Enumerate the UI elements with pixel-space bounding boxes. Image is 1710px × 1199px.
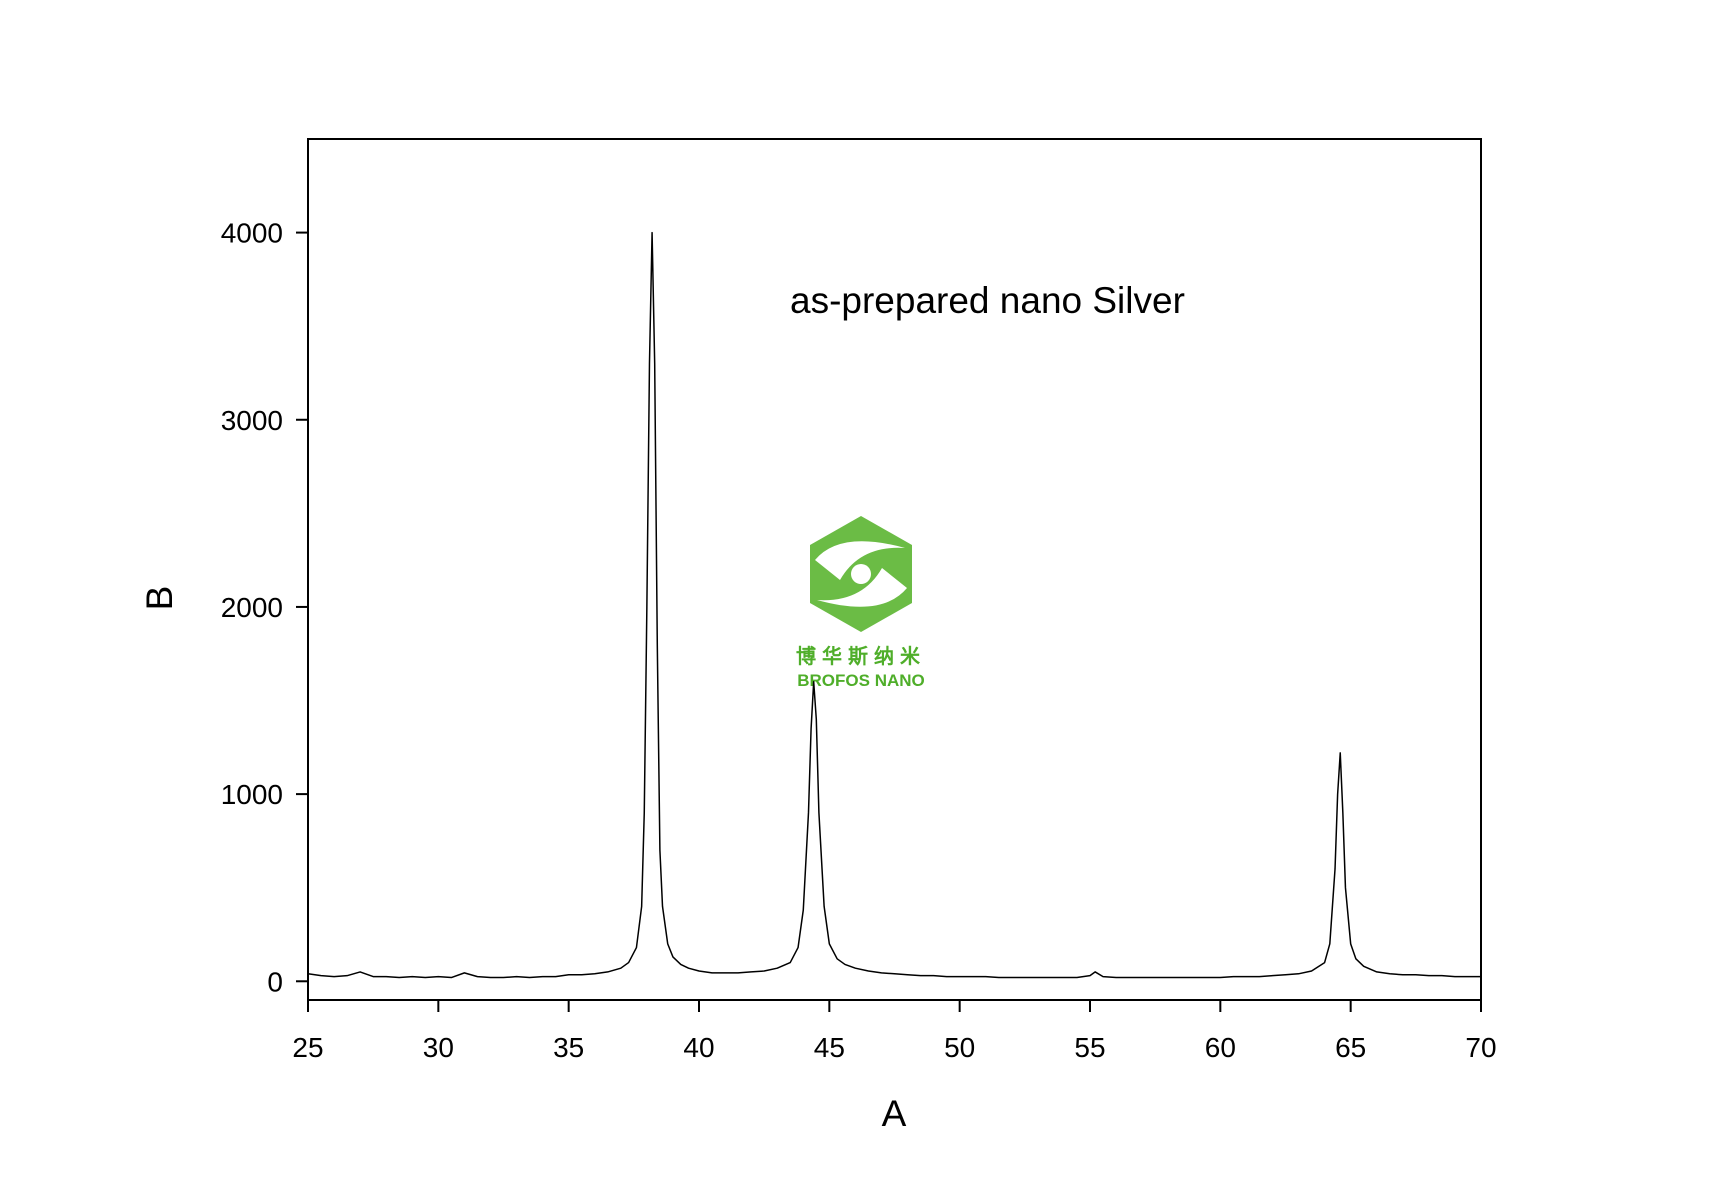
y-tick-label: 2000 — [221, 592, 283, 623]
watermark-cn: 博华斯纳米 — [796, 644, 926, 668]
annotation: as-prepared nano Silver — [790, 280, 1185, 321]
y-tick-label: 4000 — [221, 218, 283, 249]
data-line — [307, 231, 1481, 979]
watermark-logo — [810, 516, 912, 632]
y-tick-label: 1000 — [221, 779, 283, 810]
x-tick-label: 30 — [423, 1032, 454, 1063]
x-axis-label: A — [882, 1093, 907, 1134]
x-tick-label: 25 — [292, 1032, 323, 1063]
x-tick-label: 45 — [814, 1032, 845, 1063]
x-tick-label: 35 — [553, 1032, 584, 1063]
x-tick-label: 50 — [944, 1032, 975, 1063]
x-tick-label: 65 — [1335, 1032, 1366, 1063]
x-tick-label: 40 — [683, 1032, 714, 1063]
x-tick-label: 60 — [1205, 1032, 1236, 1063]
watermark-en: BROFOS NANO — [797, 671, 925, 690]
plot-frame — [307, 138, 1482, 1001]
y-tick-label: 3000 — [221, 405, 283, 436]
y-axis-label: B — [139, 586, 180, 611]
y-tick-label: 0 — [267, 966, 283, 997]
x-tick-label: 55 — [1074, 1032, 1105, 1063]
x-tick-label: 70 — [1465, 1032, 1496, 1063]
